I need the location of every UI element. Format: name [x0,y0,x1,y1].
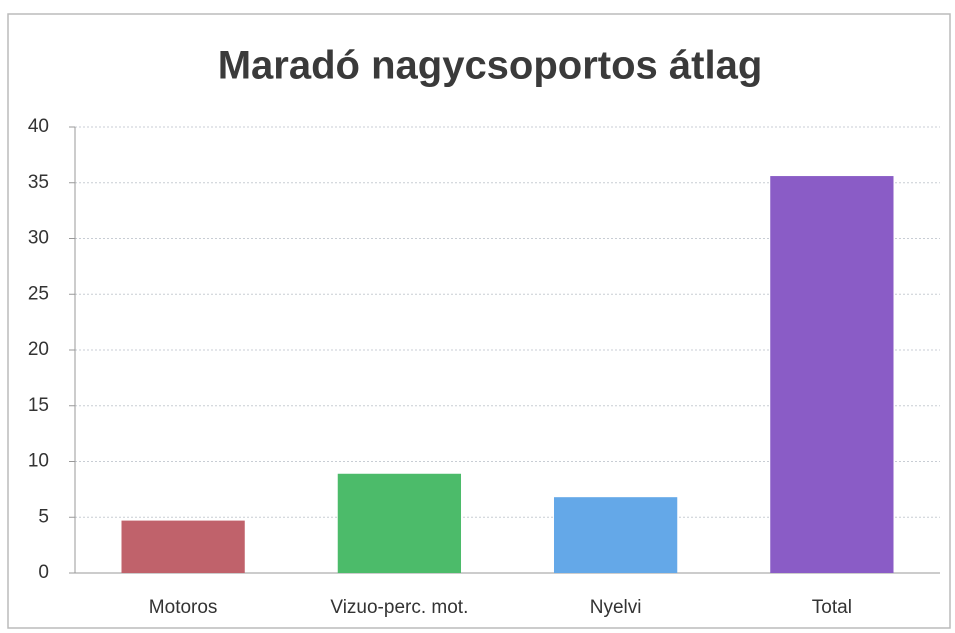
y-tick-label: 40 [28,116,49,137]
y-tick-label: 5 [38,506,49,527]
x-tick-label: Nyelvi [590,597,642,618]
bar [770,176,894,573]
y-tick-label: 0 [38,562,49,583]
chart-title: Maradó nagycsoportos átlag [218,44,763,88]
x-tick-label: Vizuo-perc. mot. [330,597,468,618]
y-tick-label: 30 [28,228,49,249]
x-tick-label: Motoros [149,597,218,618]
y-tick-label: 25 [28,283,49,304]
y-tick-label: 10 [28,451,49,472]
y-tick-label: 20 [28,339,49,360]
y-tick-label: 35 [28,172,49,193]
bar [121,520,245,573]
y-tick-label: 15 [28,395,49,416]
x-tick-label: Total [812,597,852,618]
bar [337,473,462,573]
bar [553,497,678,573]
